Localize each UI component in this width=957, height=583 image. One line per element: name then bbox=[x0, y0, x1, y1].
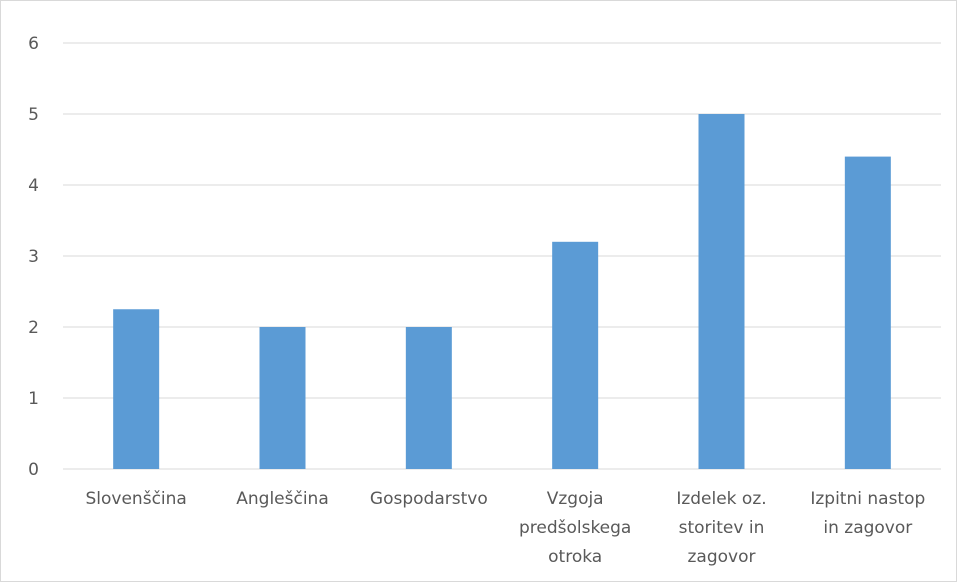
bar-2 bbox=[259, 327, 306, 469]
bar-5 bbox=[698, 114, 745, 469]
y-tick-label-4: 4 bbox=[28, 176, 39, 196]
bar-6 bbox=[844, 156, 891, 469]
x-tick-label-1: Slovenščina bbox=[86, 489, 187, 509]
y-tick-label-3: 3 bbox=[28, 247, 39, 267]
x-tick-label-6: Izpitni nastop in zagovor bbox=[810, 489, 925, 538]
bar-1 bbox=[113, 309, 160, 469]
bar-3 bbox=[405, 327, 452, 469]
x-tick-label-3: Gospodarstvo bbox=[370, 489, 488, 509]
y-tick-label-1: 1 bbox=[28, 389, 39, 409]
gridlines bbox=[63, 42, 941, 470]
x-tick-label-4: Vzgoja predšolskega otroka bbox=[519, 489, 631, 567]
x-tick-label-5: Izdelek oz. storitev in zagovor bbox=[676, 489, 766, 567]
y-tick-label-5: 5 bbox=[28, 105, 39, 125]
y-tick-label-0: 0 bbox=[28, 460, 39, 480]
y-tick-label-2: 2 bbox=[28, 318, 39, 338]
bar-4 bbox=[552, 241, 599, 469]
y-tick-label-6: 6 bbox=[28, 34, 39, 54]
x-axis: Slovenščina Angleščina Gospodarstvo Vzgoja p… bbox=[86, 489, 926, 567]
x-tick-label-2: Angleščina bbox=[236, 489, 329, 509]
y-axis: 0 1 2 3 4 5 6 bbox=[28, 34, 39, 480]
bars bbox=[113, 114, 891, 469]
